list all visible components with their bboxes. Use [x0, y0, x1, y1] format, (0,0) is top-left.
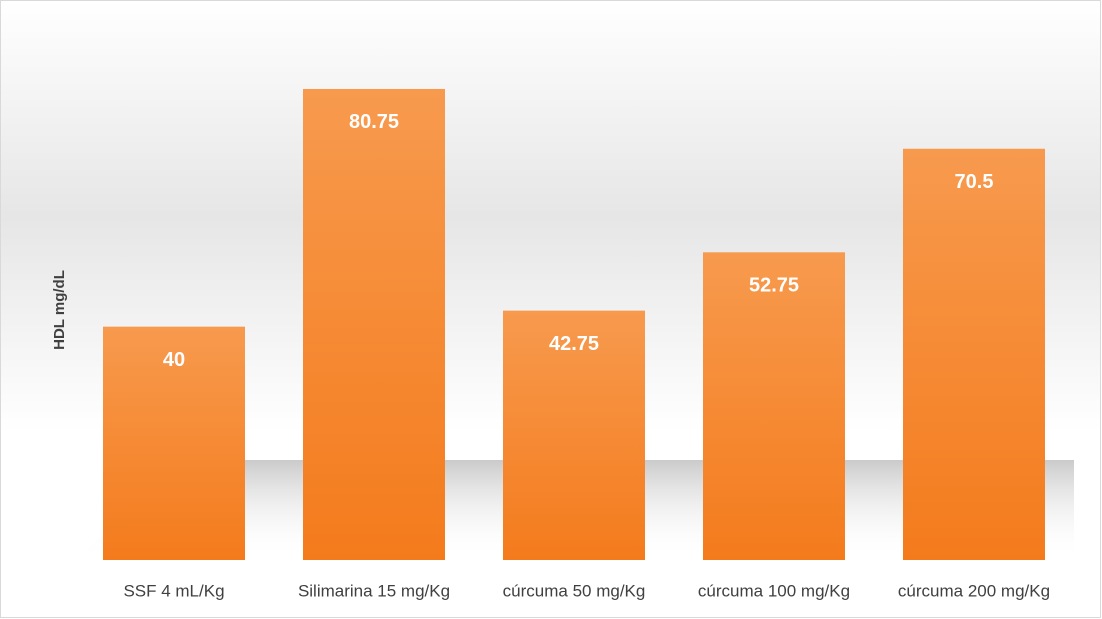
y-axis-label: HDL mg/dL: [51, 270, 68, 350]
bar: [903, 148, 1045, 560]
data-label: 80.75: [349, 111, 399, 133]
x-tick-label: Silimarina 15 mg/Kg: [298, 581, 450, 600]
x-tick-label: SSF 4 mL/Kg: [123, 581, 224, 600]
x-tick-label: cúrcuma 100 mg/Kg: [698, 581, 850, 600]
bar: [703, 252, 845, 560]
bar: [103, 326, 245, 560]
data-label: 42.75: [549, 333, 599, 355]
bar: [503, 310, 645, 560]
data-label: 40: [163, 349, 185, 371]
data-label: 70.5: [955, 171, 994, 193]
bar: [303, 88, 445, 560]
data-label: 52.75: [749, 275, 799, 297]
x-tick-label: cúrcuma 200 mg/Kg: [898, 581, 1050, 600]
x-tick-label: cúrcuma 50 mg/Kg: [503, 581, 646, 600]
